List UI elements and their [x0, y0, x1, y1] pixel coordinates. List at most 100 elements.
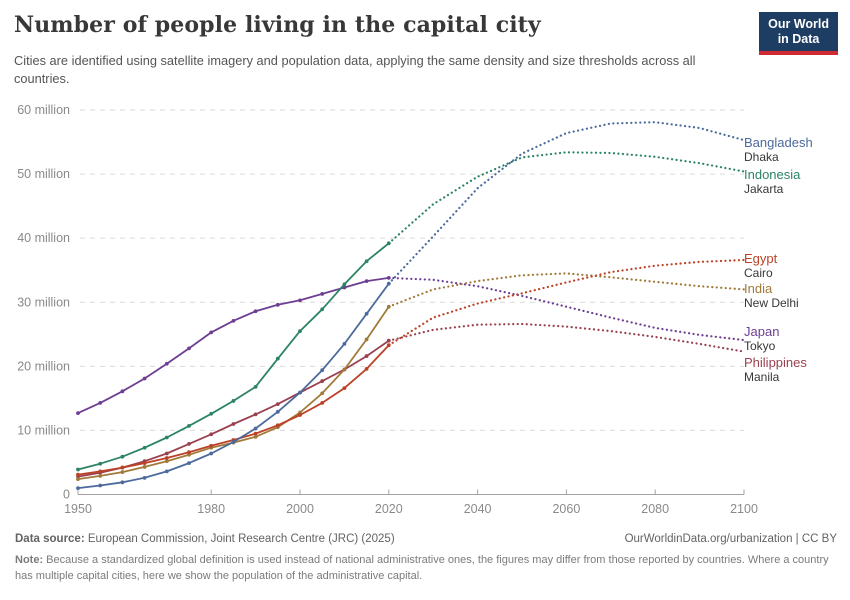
series-marker-indonesia-2005 [320, 307, 325, 312]
series-marker-indonesia-1995 [275, 356, 280, 361]
x-tick-label-2040: 2040 [464, 502, 492, 516]
page-title: Number of people living in the capital c… [14, 12, 541, 38]
series-marker-japan-1960 [120, 389, 125, 394]
series-marker-philippines-1985 [231, 422, 236, 426]
series-marker-bangladesh-1960 [120, 480, 125, 485]
series-marker-japan-1995 [275, 302, 280, 307]
data-source-label: Data source: [15, 533, 85, 545]
series-city-name: Jakarta [744, 182, 784, 196]
series-marker-japan-1975 [187, 346, 191, 351]
series-marker-philippines-1970 [164, 451, 169, 456]
series-marker-egypt-2005 [320, 400, 325, 405]
series-marker-philippines-1980 [209, 432, 214, 437]
series-marker-egypt-1990 [253, 431, 258, 436]
y-tick-label-20: 20 million [17, 359, 70, 373]
note-text: Because a standardized global definition… [15, 554, 829, 582]
series-marker-egypt-2000 [298, 413, 302, 417]
series-marker-bangladesh-1995 [275, 409, 280, 414]
series-marker-indonesia-1985 [231, 399, 236, 403]
series-marker-japan-1955 [98, 400, 103, 405]
series-marker-bangladesh-2005 [320, 368, 325, 373]
series-city-name: New Delhi [744, 296, 799, 310]
x-tick-label-2000: 2000 [286, 502, 314, 516]
series-label-bangladesh[interactable]: Bangladesh Dhaka [744, 135, 813, 165]
series-marker-india-2010 [342, 367, 347, 372]
series-marker-indonesia-2015 [364, 259, 369, 264]
owid-logo[interactable]: Our World in Data [759, 12, 838, 55]
series-marker-philippines-2015 [364, 354, 369, 358]
series-marker-japan-1965 [142, 376, 147, 381]
series-marker-indonesia-1965 [142, 445, 147, 450]
series-marker-india-1970 [164, 459, 169, 464]
series-marker-japan-1985 [231, 318, 236, 323]
series-marker-bangladesh-2010 [342, 342, 347, 346]
series-marker-egypt-1975 [187, 450, 191, 455]
owid-logo-line2: in Data [777, 32, 820, 46]
y-tick-label-40: 40 million [17, 231, 70, 245]
x-tick-label-2020: 2020 [375, 502, 403, 516]
x-tick-label-1950: 1950 [64, 502, 92, 516]
chart-subtitle: Cities are identified using satellite im… [14, 53, 696, 86]
series-line-philippines-projected[interactable] [387, 322, 746, 353]
series-country-name[interactable]: Japan [744, 324, 780, 339]
series-country-name[interactable]: Philippines [744, 355, 807, 370]
series-line-japan-projected[interactable] [387, 276, 746, 342]
series-line-indonesia-observed[interactable] [77, 242, 390, 471]
series-marker-egypt-1980 [209, 443, 214, 448]
series-label-indonesia[interactable]: Indonesia Jakarta [744, 167, 801, 197]
series-marker-bangladesh-1975 [187, 461, 191, 466]
series-marker-philippines-1975 [187, 441, 191, 446]
owid-link[interactable]: OurWorldinData.org/urbanization | CC BY [624, 533, 837, 545]
series-city-name: Manila [744, 370, 780, 384]
series-marker-japan-1980 [209, 330, 214, 335]
series-marker-india-2015 [364, 337, 369, 342]
series-line-indonesia-projected[interactable] [387, 151, 746, 245]
series-marker-india-2020 [386, 304, 391, 309]
series-marker-india-1955 [98, 474, 103, 478]
series-marker-bangladesh-1950 [76, 486, 80, 490]
series-marker-egypt-2015 [364, 367, 369, 371]
data-source-text: European Commission, Joint Research Cent… [84, 533, 395, 545]
series-marker-bangladesh-2015 [364, 311, 369, 316]
chart-canvas: 0 10 million 20 million 30 million 40 millio… [17, 103, 758, 516]
series-marker-india-1950 [76, 477, 80, 482]
x-tick-label-2100: 2100 [730, 502, 758, 516]
series-marker-japan-1950 [76, 411, 80, 416]
series-marker-japan-1970 [164, 361, 169, 366]
series-line-bangladesh-observed[interactable] [77, 283, 390, 489]
series-country-name[interactable]: Egypt [744, 251, 778, 266]
x-tick-label-2060: 2060 [552, 502, 580, 516]
series-country-name[interactable]: Bangladesh [744, 135, 813, 150]
series-marker-bangladesh-1980 [209, 451, 214, 456]
y-tick-label-0: 0 [63, 488, 70, 502]
series-marker-indonesia-2020 [386, 241, 391, 246]
series-country-name[interactable]: India [744, 281, 773, 296]
series-label-philippines[interactable]: Philippines Manila [744, 355, 807, 385]
y-tick-label-10: 10 million [17, 423, 70, 437]
series-marker-indonesia-1955 [98, 461, 103, 466]
note-label: Note: [15, 554, 44, 566]
series-label-india[interactable]: India New Delhi [744, 281, 799, 311]
series-marker-egypt-1965 [142, 461, 147, 466]
series-label-egypt[interactable]: Egypt Cairo [744, 251, 778, 281]
series-marker-indonesia-1970 [164, 435, 169, 440]
series-country-name[interactable]: Indonesia [744, 167, 801, 182]
series-marker-bangladesh-1970 [164, 469, 169, 474]
series-line-egypt-projected[interactable] [387, 258, 746, 347]
series-marker-indonesia-2010 [342, 282, 347, 287]
series-line-india-observed[interactable] [77, 306, 390, 480]
series-marker-egypt-1955 [98, 469, 103, 474]
data-source-line: Data source: European Commission, Joint … [15, 533, 835, 545]
series-marker-egypt-2020 [386, 343, 391, 348]
series-marker-bangladesh-2020 [386, 281, 391, 286]
series-line-bangladesh-projected[interactable] [387, 121, 746, 285]
y-tick-label-50: 50 million [17, 167, 70, 181]
series-city-name: Dhaka [744, 150, 779, 164]
series-line-india-projected[interactable] [387, 272, 746, 308]
series-marker-indonesia-1975 [187, 424, 191, 428]
x-tick-label-2080: 2080 [641, 502, 669, 516]
series-marker-philippines-2020 [386, 338, 391, 343]
series-label-japan[interactable]: Japan Tokyo [744, 324, 780, 354]
series-marker-japan-2000 [298, 298, 302, 303]
